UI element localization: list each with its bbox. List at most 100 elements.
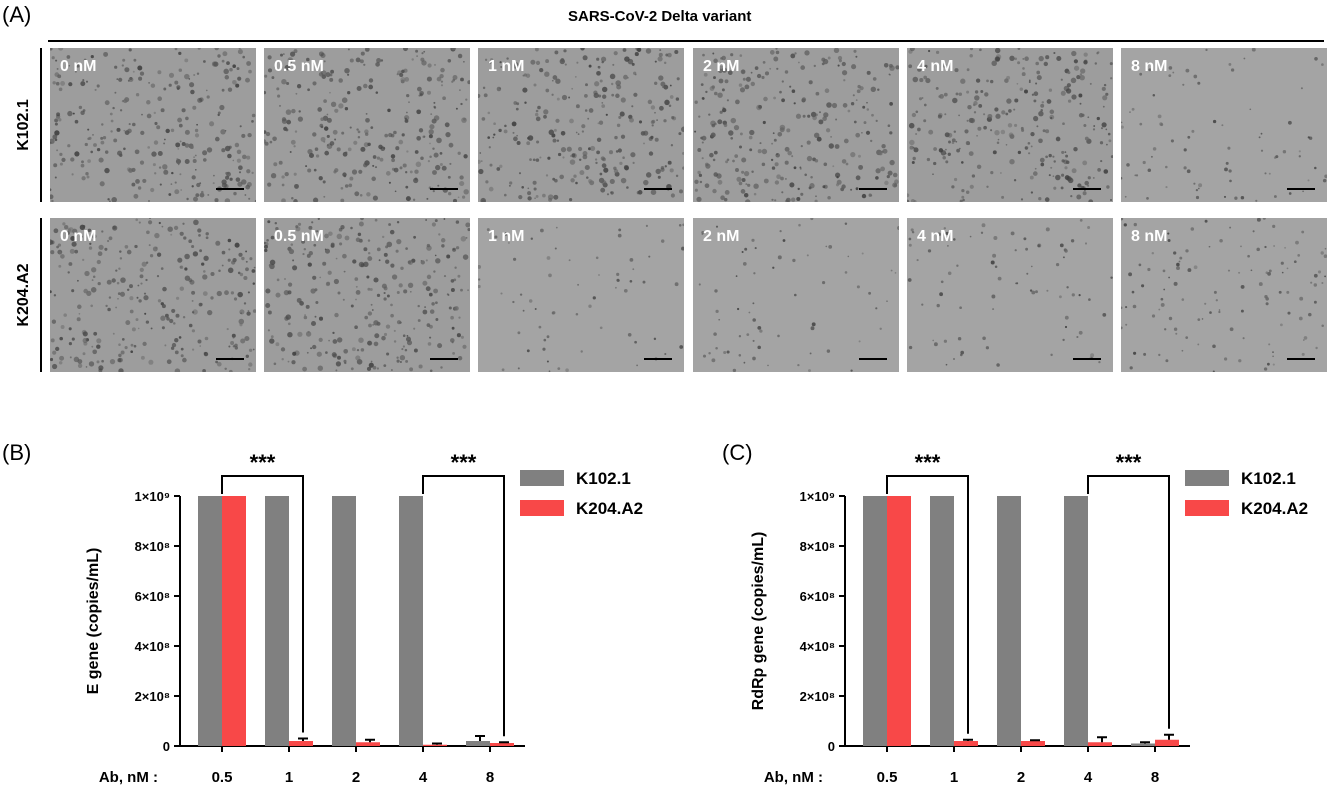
x-tick-label: 2 [352,769,360,786]
micrograph-2-2: 0.5 nM [264,218,470,372]
bar-K204.A2-8 [1155,739,1179,746]
bar-K204.A2-1 [289,741,313,746]
y-axis-label: E gene (copies/mL) [85,548,102,695]
x-tick-label: 1 [285,769,293,786]
x-tick-label: 1 [950,769,958,786]
legend-label: K102.1 [576,469,631,488]
y-tick-label: 8×10⁸ [800,539,835,554]
micrograph-1-6: 8 nM [1121,48,1327,202]
bar-K102.1-4 [399,496,423,746]
dose-label: 2 nM [703,58,740,75]
dose-label: 0 nM [60,58,97,75]
micrograph-1-5: 4 nM [907,48,1113,202]
significance-label: *** [1116,450,1142,475]
bar-K204.A2-4 [1088,742,1112,746]
dose-label: 1 nM [488,228,525,245]
y-tick-label: 1×10⁹ [800,489,835,504]
y-tick-label: 6×10⁸ [800,589,835,604]
y-axis-label: RdRp gene (copies/mL) [750,532,767,711]
y-tick-label: 0 [828,739,835,754]
legend-label: K204.A2 [1241,499,1308,518]
bar-K204.A2-2 [356,742,380,746]
bar-K102.1-2 [332,496,356,746]
legend-swatch [1185,500,1229,516]
legend-swatch [520,500,564,516]
x-tick-label: 2 [1017,769,1025,786]
cell-texture [264,218,470,372]
y-tick-label: 0 [163,739,170,754]
micrograph-2-4: 2 nM [693,218,899,372]
scale-bar [859,188,887,190]
x-tick-label: 0.5 [877,769,898,786]
significance-label: *** [915,450,941,475]
legend-swatch [520,470,564,486]
cell-texture [693,218,899,372]
significance-bracket [1087,475,1170,729]
chart-rdrp-gene: 0 2×10⁸ 4×10⁸ 6×10⁸ 8×10⁸ 1×10⁹ RdRp gene (cop… [750,450,1308,786]
bar-K102.1-1 [265,496,289,746]
significance-bracket [886,475,969,734]
y-tick-label: 2×10⁸ [800,689,835,704]
micrograph-1-1: 0 nM [50,48,256,202]
legend-label: K204.A2 [576,499,643,518]
row-1-label: K102.1 [15,99,32,151]
bar-K102.1-4 [1064,496,1088,746]
micrograph-2-1: 0 nM [50,218,256,372]
panel-c-letter: (C) [722,440,753,465]
micrograph-1-4: 2 nM [693,48,899,202]
bar-K102.1-2 [997,496,1021,746]
micrograph-2-6: 8 nM [1121,218,1327,372]
cell-texture [693,48,899,202]
cell-texture [1121,218,1327,372]
x-prefix-label: Ab, nM : [764,769,823,786]
scale-bar [1073,358,1101,360]
scale-bar [1073,188,1101,190]
y-tick-label: 8×10⁸ [135,539,170,554]
x-tick-label: 0.5 [212,769,233,786]
chart-e-gene: 0 2×10⁸ 4×10⁸ 6×10⁸ 8×10⁸ 1×10⁹ E gene (copies… [85,450,643,786]
dose-label: 0 nM [60,228,97,245]
scale-bar [1287,358,1315,360]
dose-label: 1 nM [488,58,525,75]
micrograph-2-3: 1 nM [478,218,684,372]
dose-label: 8 nM [1131,228,1168,245]
bar-K204.A2-0.5 [222,496,246,746]
panel-a-letter: (A) [2,2,32,27]
cell-texture [907,218,1113,372]
bar-K204.A2-4 [423,744,447,746]
x-tick-label: 4 [419,769,428,786]
x-tick-label: 4 [1084,769,1093,786]
scale-bar [644,358,672,360]
micrograph-1-3: 1 nM [478,48,684,202]
x-tick-label: 8 [486,769,494,786]
scale-bar [216,358,244,360]
bar-K102.1-0.5 [863,496,887,746]
y-tick-label: 4×10⁸ [135,639,170,654]
dose-label: 4 nM [917,228,954,245]
row-1-bracket [40,48,42,202]
bar-K204.A2-1 [954,741,978,746]
cell-texture [264,48,470,202]
micrograph-2-5: 4 nM [907,218,1113,372]
dose-label: 2 nM [703,228,740,245]
panel-a-title: SARS-CoV-2 Delta variant [568,8,752,25]
row-2-bracket [40,218,42,372]
scale-bar [644,188,672,190]
scale-bar [216,188,244,190]
y-tick-label: 4×10⁸ [800,639,835,654]
significance-bracket [221,475,304,733]
y-tick-label: 6×10⁸ [135,589,170,604]
y-tick-label: 1×10⁹ [135,489,170,504]
dose-label: 0.5 nM [274,228,324,245]
bar-K102.1-1 [930,496,954,746]
cell-texture [478,218,684,372]
bar-K204.A2-0.5 [887,496,911,746]
legend-swatch [1185,470,1229,486]
dose-label: 0.5 nM [274,58,324,75]
significance-label: *** [451,450,477,475]
panel-b-letter: (B) [2,440,32,465]
x-prefix-label: Ab, nM : [99,769,158,786]
bar-K102.1-8 [466,741,490,746]
significance-label: *** [250,450,276,475]
y-tick-label: 2×10⁸ [135,689,170,704]
